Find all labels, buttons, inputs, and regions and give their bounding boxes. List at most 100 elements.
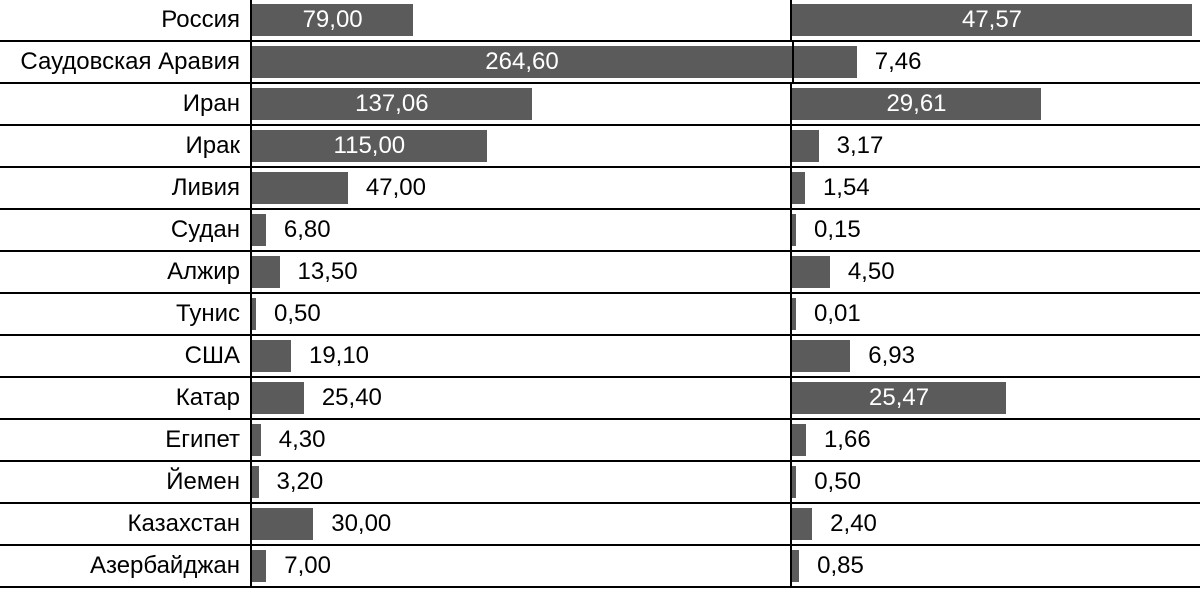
left-bar-area: 30,00 bbox=[250, 504, 790, 544]
right-value: 0,01 bbox=[814, 300, 861, 328]
left-bar bbox=[252, 298, 256, 329]
right-value: 2,40 bbox=[830, 510, 877, 538]
row-label: Алжир bbox=[0, 252, 250, 292]
right-bar-area: 4,50 bbox=[790, 252, 1190, 292]
right-value: 0,15 bbox=[814, 216, 861, 244]
table-row: США 19,10 6,93 bbox=[0, 336, 1200, 378]
left-value: 115,00 bbox=[334, 132, 406, 160]
right-bar-area: 0,85 bbox=[790, 546, 1190, 586]
right-bar-area: 47,57 bbox=[790, 0, 1192, 40]
table-row: Азербайджан7,00 0,85 bbox=[0, 546, 1200, 588]
right-value: 0,85 bbox=[817, 552, 864, 580]
table-row: Катар25,40 25,47 bbox=[0, 378, 1200, 420]
table-row: Иран 137,06 29,61 bbox=[0, 84, 1200, 126]
right-bar-area: 0,01 bbox=[790, 294, 1190, 334]
left-bar-area: 0,50 bbox=[250, 294, 790, 334]
left-bar-area: 7,00 bbox=[250, 546, 790, 586]
right-value: 1,54 bbox=[823, 174, 870, 202]
right-bar-area: 3,17 bbox=[790, 126, 1190, 166]
left-value: 0,50 bbox=[274, 300, 321, 328]
left-bar: 79,00 bbox=[252, 4, 413, 35]
left-bar-area: 79,00 bbox=[250, 0, 790, 40]
right-bar-area: 7,46 bbox=[792, 42, 1192, 82]
right-bar bbox=[792, 172, 805, 203]
right-value: 4,50 bbox=[848, 258, 895, 286]
left-bar-area: 137,06 bbox=[250, 84, 790, 124]
left-value: 137,06 bbox=[355, 90, 428, 118]
row-label: Россия bbox=[0, 0, 250, 40]
row-label: Тунис bbox=[0, 294, 250, 334]
left-bar bbox=[252, 550, 266, 581]
left-bar: 115,00 bbox=[252, 130, 487, 161]
right-bar-area: 29,61 bbox=[790, 84, 1190, 124]
right-bar bbox=[792, 298, 796, 329]
double-bar-chart: Россия 79,00 47,57 Саудовская Аравия 264,60 7… bbox=[0, 0, 1200, 588]
right-bar-area: 1,54 bbox=[790, 168, 1190, 208]
right-value: 1,66 bbox=[824, 426, 871, 454]
table-row: Россия 79,00 47,57 bbox=[0, 0, 1200, 42]
left-bar-area: 47,00 bbox=[250, 168, 790, 208]
row-label: Ливия bbox=[0, 168, 250, 208]
row-label: Азербайджан bbox=[0, 546, 250, 586]
left-bar bbox=[252, 508, 313, 539]
left-bar-area: 19,10 bbox=[250, 336, 790, 376]
left-bar bbox=[252, 382, 304, 413]
table-row: Казахстан 30,00 2,40 bbox=[0, 504, 1200, 546]
left-bar: 137,06 bbox=[252, 88, 532, 119]
right-bar: 29,61 bbox=[792, 88, 1041, 119]
left-value: 4,30 bbox=[279, 426, 326, 454]
row-label: Ирак bbox=[0, 126, 250, 166]
table-row: Йемен 3,20 0,50 bbox=[0, 462, 1200, 504]
row-label: Египет bbox=[0, 420, 250, 460]
left-bar: 264,60 bbox=[252, 46, 792, 77]
right-bar bbox=[792, 424, 806, 455]
right-value: 3,17 bbox=[837, 132, 884, 160]
right-bar bbox=[794, 46, 857, 77]
row-label: Судан bbox=[0, 210, 250, 250]
table-row: Алжир13,504,50 bbox=[0, 252, 1200, 294]
right-bar bbox=[792, 340, 850, 371]
table-row: Саудовская Аравия 264,60 7,46 bbox=[0, 42, 1200, 84]
left-value: 19,10 bbox=[309, 342, 369, 370]
left-value: 3,20 bbox=[277, 468, 324, 496]
right-bar-area: 0,15 bbox=[790, 210, 1190, 250]
left-bar bbox=[252, 466, 259, 497]
row-label: Иран bbox=[0, 84, 250, 124]
table-row: Египет 4,30 1,66 bbox=[0, 420, 1200, 462]
right-value: 0,50 bbox=[814, 468, 861, 496]
right-bar bbox=[792, 466, 796, 497]
right-bar: 47,57 bbox=[792, 4, 1192, 35]
right-bar: 25,47 bbox=[792, 382, 1006, 413]
row-label: Йемен bbox=[0, 462, 250, 502]
left-value: 47,00 bbox=[366, 174, 426, 202]
right-bar-area: 0,50 bbox=[790, 462, 1190, 502]
right-bar-area: 1,66 bbox=[790, 420, 1190, 460]
left-value: 264,60 bbox=[485, 48, 558, 76]
table-row: Ирак 115,00 3,17 bbox=[0, 126, 1200, 168]
left-value: 79,00 bbox=[303, 6, 363, 34]
left-value: 30,00 bbox=[331, 510, 391, 538]
right-bar-area: 6,93 bbox=[790, 336, 1190, 376]
left-bar-area: 3,20 bbox=[250, 462, 790, 502]
right-bar bbox=[792, 508, 812, 539]
left-bar-area: 25,40 bbox=[250, 378, 790, 418]
right-value: 47,57 bbox=[962, 6, 1022, 34]
right-bar bbox=[792, 550, 799, 581]
left-bar bbox=[252, 172, 348, 203]
right-bar-area: 2,40 bbox=[790, 504, 1190, 544]
right-bar bbox=[792, 214, 796, 245]
row-label: Казахстан bbox=[0, 504, 250, 544]
table-row: Ливия 47,00 1,54 bbox=[0, 168, 1200, 210]
table-row: Судан 6,80 0,15 bbox=[0, 210, 1200, 252]
left-bar bbox=[252, 214, 266, 245]
left-bar bbox=[252, 256, 280, 287]
right-value: 25,47 bbox=[869, 384, 929, 412]
row-label: Саудовская Аравия bbox=[0, 42, 250, 82]
left-value: 6,80 bbox=[284, 216, 331, 244]
right-bar bbox=[792, 130, 819, 161]
left-bar bbox=[252, 424, 261, 455]
row-label: Катар bbox=[0, 378, 250, 418]
left-bar-area: 4,30 bbox=[250, 420, 790, 460]
row-label: США bbox=[0, 336, 250, 376]
right-value: 7,46 bbox=[875, 48, 922, 76]
